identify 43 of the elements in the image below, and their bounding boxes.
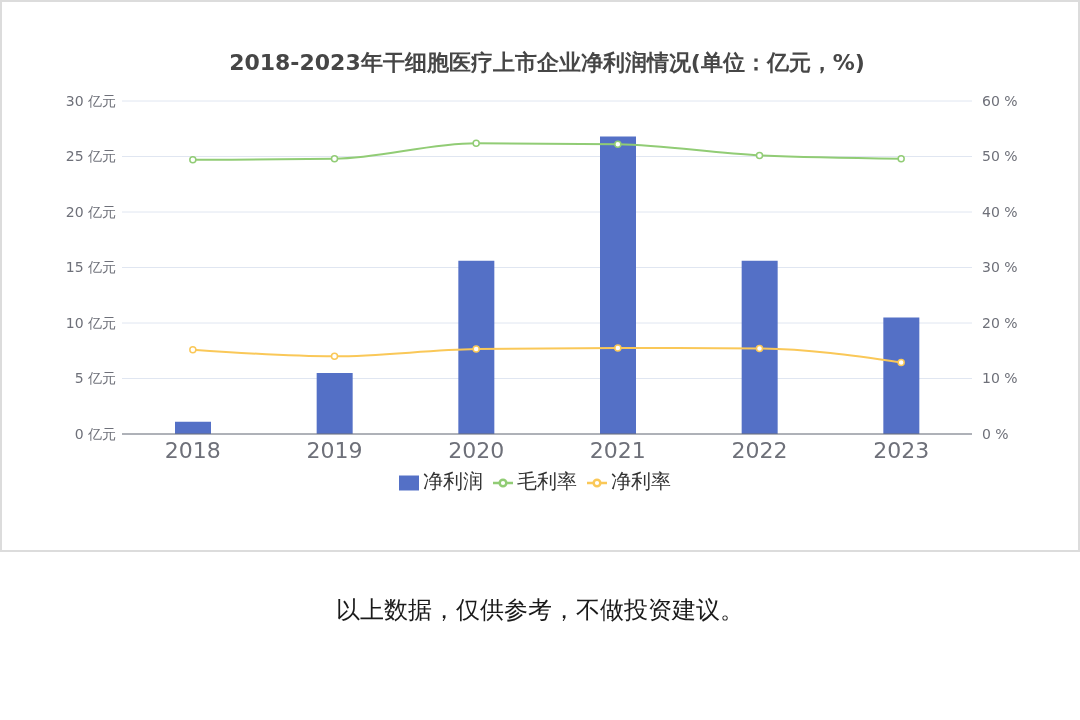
y-tick-label: 30 亿元 [65, 92, 116, 109]
x-tick-label: 2018 [164, 437, 221, 463]
y-tick-label: 0 亿元 [74, 425, 116, 442]
y2-tick-label: 0 % [982, 425, 1009, 442]
y-tick-label: 15 亿元 [65, 259, 116, 276]
y2-tick-label: 30 % [982, 259, 1018, 276]
bar [883, 317, 920, 434]
x-tick-label: 2020 [448, 437, 505, 463]
point [897, 358, 905, 367]
point [755, 151, 764, 160]
point [472, 139, 480, 147]
point [614, 140, 622, 149]
y-tick-label: 25 亿元 [65, 148, 116, 165]
point [472, 345, 480, 353]
legend-label: 净利率 [611, 469, 671, 493]
point [189, 156, 197, 164]
y-tick-label: 10 亿元 [65, 314, 116, 331]
point [755, 344, 764, 353]
y2-tick-label: 50 % [982, 148, 1018, 165]
bar [175, 421, 211, 434]
bar [458, 260, 495, 434]
y2-tick-label: 60 % [982, 92, 1018, 109]
y2-tick-label: 10 % [982, 370, 1018, 387]
y-tick-label: 20 亿元 [65, 203, 116, 220]
point [614, 344, 622, 352]
bar [741, 260, 778, 434]
point [897, 154, 905, 163]
y2-tick-label: 40 % [982, 203, 1018, 220]
x-tick-label: 2023 [873, 437, 930, 463]
legend-label: 毛利率 [517, 469, 577, 493]
y-tick-label: 5 亿元 [74, 370, 116, 387]
chart-title: 2018-2023年干细胞医疗上市企业净利润情况(单位：亿元，%) [228, 49, 866, 77]
y2-tick-label: 20 % [982, 314, 1018, 331]
legend-label: 净利润 [423, 469, 483, 493]
x-tick-label: 2022 [731, 437, 788, 463]
point [189, 345, 197, 354]
text: 以上数据，仅供参考，不做投资建议。 [335, 595, 745, 626]
bar [316, 372, 353, 434]
point [330, 352, 339, 361]
x-tick-label: 2021 [589, 437, 646, 463]
bar [600, 136, 636, 434]
x-tick-label: 2019 [306, 437, 363, 463]
point [330, 154, 339, 163]
